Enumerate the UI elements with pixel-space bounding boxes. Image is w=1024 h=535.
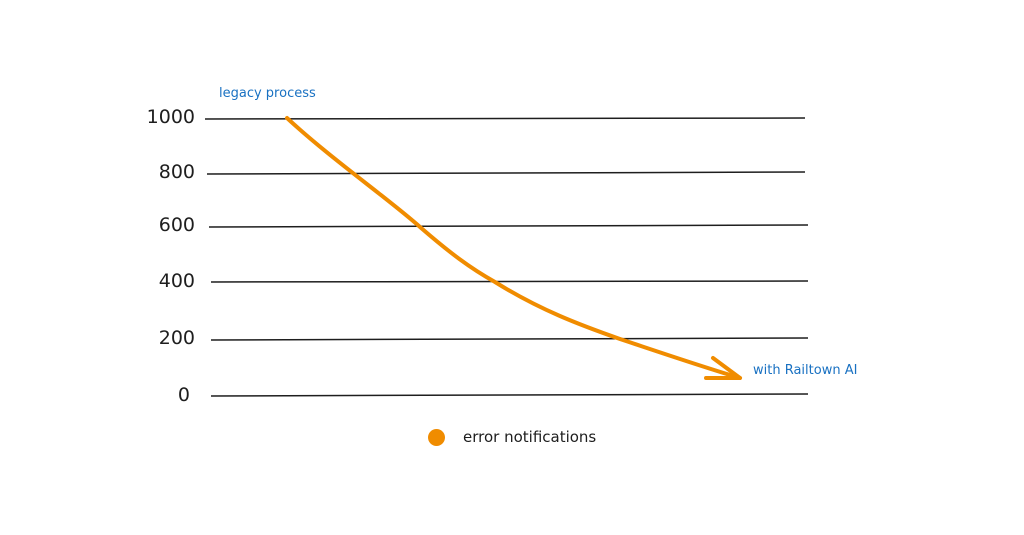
series-line-error-notifications — [285, 116, 742, 380]
y-tick-200: 200 — [158, 327, 195, 349]
y-tick-400: 400 — [158, 270, 195, 292]
y-tick-1000: 1000 — [146, 106, 195, 128]
legend: error notifications — [428, 428, 596, 446]
legend-dot-icon — [428, 428, 445, 446]
y-tick-0: 0 — [177, 384, 190, 406]
arrowhead-icon — [704, 356, 742, 380]
annotation-with-railtown-ai: with Railtown AI — [753, 363, 858, 378]
y-tick-600: 600 — [158, 214, 195, 236]
gridlines — [204, 117, 809, 397]
legend-label: error notifications — [463, 428, 597, 446]
y-tick-800: 800 — [158, 161, 195, 183]
annotation-legacy-process: legacy process — [219, 86, 316, 101]
